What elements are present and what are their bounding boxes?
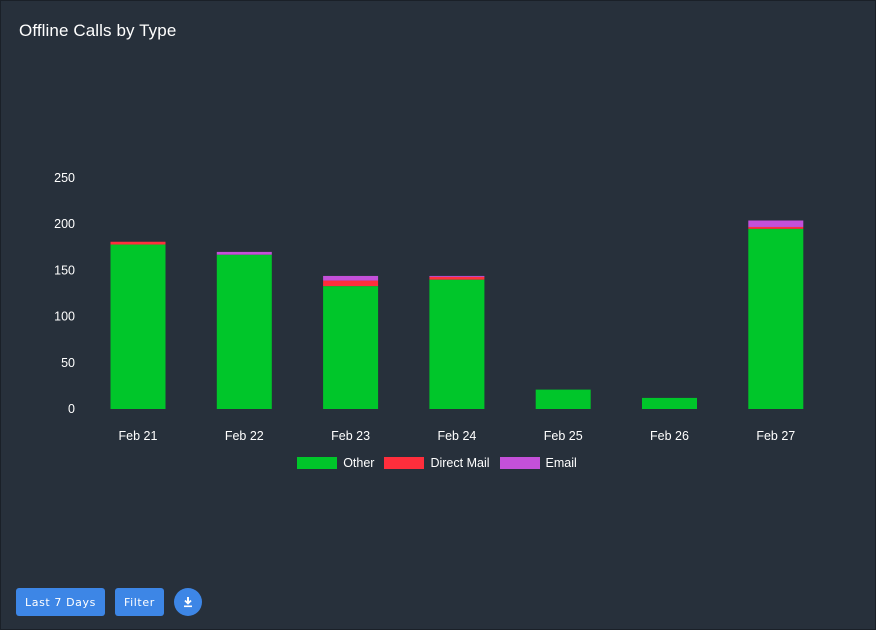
bar-segment-direct-mail[interactable] — [323, 280, 379, 287]
filter-button[interactable]: Filter — [114, 588, 164, 616]
bar-segment-other[interactable] — [429, 279, 485, 409]
legend-item[interactable]: Email — [499, 456, 577, 470]
y-tick-label: 0 — [68, 402, 75, 416]
x-tick-label: Feb 27 — [756, 429, 795, 443]
x-tick-label: Feb 21 — [119, 429, 158, 443]
y-tick-label: 250 — [54, 171, 75, 185]
bar-segment-other[interactable] — [216, 254, 272, 409]
bar-chart: 0 50 100 150 200 250 Feb 21 Feb 22 Feb 23 Feb 24 F… — [54, 171, 804, 443]
x-tick-label: Feb 25 — [544, 429, 583, 443]
y-tick-label: 50 — [61, 356, 75, 370]
bar-segment-other[interactable] — [110, 244, 166, 409]
bar-segment-other[interactable] — [748, 228, 804, 409]
bar-segment-email[interactable] — [216, 251, 272, 255]
x-tick-label: Feb 24 — [437, 429, 476, 443]
x-tick-label: Feb 22 — [225, 429, 264, 443]
y-tick-label: 100 — [54, 310, 75, 324]
chart-title: Offline Calls by Type — [19, 21, 177, 40]
legend-item[interactable]: Other — [297, 456, 374, 470]
legend-label: Other — [343, 456, 375, 470]
bar-segment-direct-mail[interactable] — [110, 241, 166, 245]
bar-segment-other[interactable] — [642, 397, 697, 409]
bar-segment-email[interactable] — [323, 275, 379, 281]
legend-label: Email — [545, 456, 577, 470]
legend-swatch — [384, 457, 425, 469]
chart-controls: Last 7 Days Filter — [16, 588, 202, 616]
x-tick-label: Feb 23 — [331, 429, 370, 443]
bar-segment-other[interactable] — [323, 286, 379, 409]
download-button[interactable] — [173, 588, 202, 616]
legend-swatch — [499, 457, 540, 469]
legend-swatch — [297, 457, 338, 469]
legend-item[interactable]: Direct Mail — [384, 456, 490, 470]
bar-segment-direct-mail[interactable] — [748, 226, 804, 229]
date-range-button[interactable]: Last 7 Days — [16, 588, 105, 616]
download-icon — [183, 597, 192, 608]
x-tick-label: Feb 26 — [650, 429, 689, 443]
legend-label: Direct Mail — [430, 456, 490, 470]
bar-segment-other[interactable] — [535, 389, 591, 409]
bar-segment-direct-mail[interactable] — [429, 276, 485, 280]
bar-segment-email[interactable] — [429, 275, 485, 277]
bar-segment-email[interactable] — [748, 220, 804, 227]
y-tick-label: 200 — [54, 217, 75, 231]
chart-legend: Other Direct Mail Email — [4, 456, 876, 470]
y-tick-label: 150 — [54, 263, 75, 277]
